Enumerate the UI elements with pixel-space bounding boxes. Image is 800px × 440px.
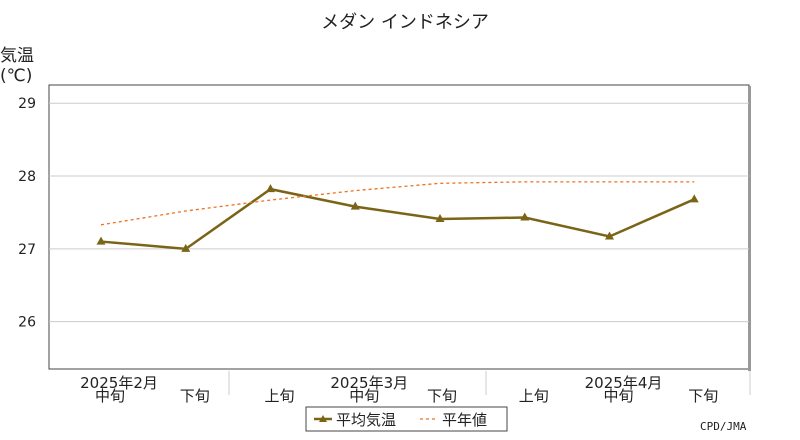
series-0-point-4	[435, 213, 445, 222]
chart-title: メダン インドネシア	[321, 12, 489, 33]
plot-frame	[48, 84, 750, 370]
plot-frame-shadow	[748, 86, 751, 371]
series-line-1	[100, 181, 695, 226]
x-tick-label-1: 下旬	[180, 387, 210, 405]
y-tick-labels: 26 27 28 29	[18, 96, 36, 330]
series-0-point-3	[350, 201, 360, 210]
x-tick-label-3: 中旬	[349, 387, 379, 405]
y-tick-label-29: 29	[18, 96, 36, 112]
credit: CPD/JMA	[700, 420, 747, 433]
series-0-point-1	[181, 243, 191, 252]
y-tick-label-27: 27	[18, 242, 36, 258]
y-tick-label-28: 28	[18, 169, 36, 185]
series-0-point-5	[520, 212, 530, 221]
x-axis: 中旬 下旬 上旬 中旬 下旬 上旬 中旬 下旬 2025年2月 2025年3月 2025年4月	[80, 371, 751, 405]
legend-label-avg: 平均気温	[336, 411, 396, 429]
series-0-point-7	[689, 194, 699, 203]
x-tick-label-0: 中旬	[95, 387, 125, 405]
x-month-label-2: 2025年4月	[585, 374, 663, 392]
legend-box	[305, 406, 508, 432]
x-tick-label-5: 上旬	[519, 387, 549, 405]
y-axis-label: 気温	[0, 46, 34, 66]
series-line-0	[100, 187, 695, 251]
gridlines	[49, 102, 749, 323]
y-axis-unit: (℃)	[0, 66, 32, 86]
series-layer	[96, 181, 699, 252]
y-tick-label-26: 26	[18, 315, 36, 331]
x-tick-label-2: 上旬	[264, 387, 294, 405]
x-tick-label-7: 下旬	[688, 387, 718, 405]
x-tick-label-4: 下旬	[427, 387, 457, 405]
legend-marker-avg	[319, 415, 327, 422]
series-0-point-0	[96, 236, 106, 245]
x-month-label-0: 2025年2月	[80, 374, 158, 392]
legend: 平均気温 平年値	[305, 406, 508, 432]
series-0-point-6	[605, 231, 614, 240]
x-month-label-1: 2025年3月	[330, 374, 408, 392]
legend-label-normal: 平年値	[442, 411, 487, 429]
series-0-point-2	[266, 184, 275, 193]
x-tick-label-6: 中旬	[603, 387, 633, 405]
